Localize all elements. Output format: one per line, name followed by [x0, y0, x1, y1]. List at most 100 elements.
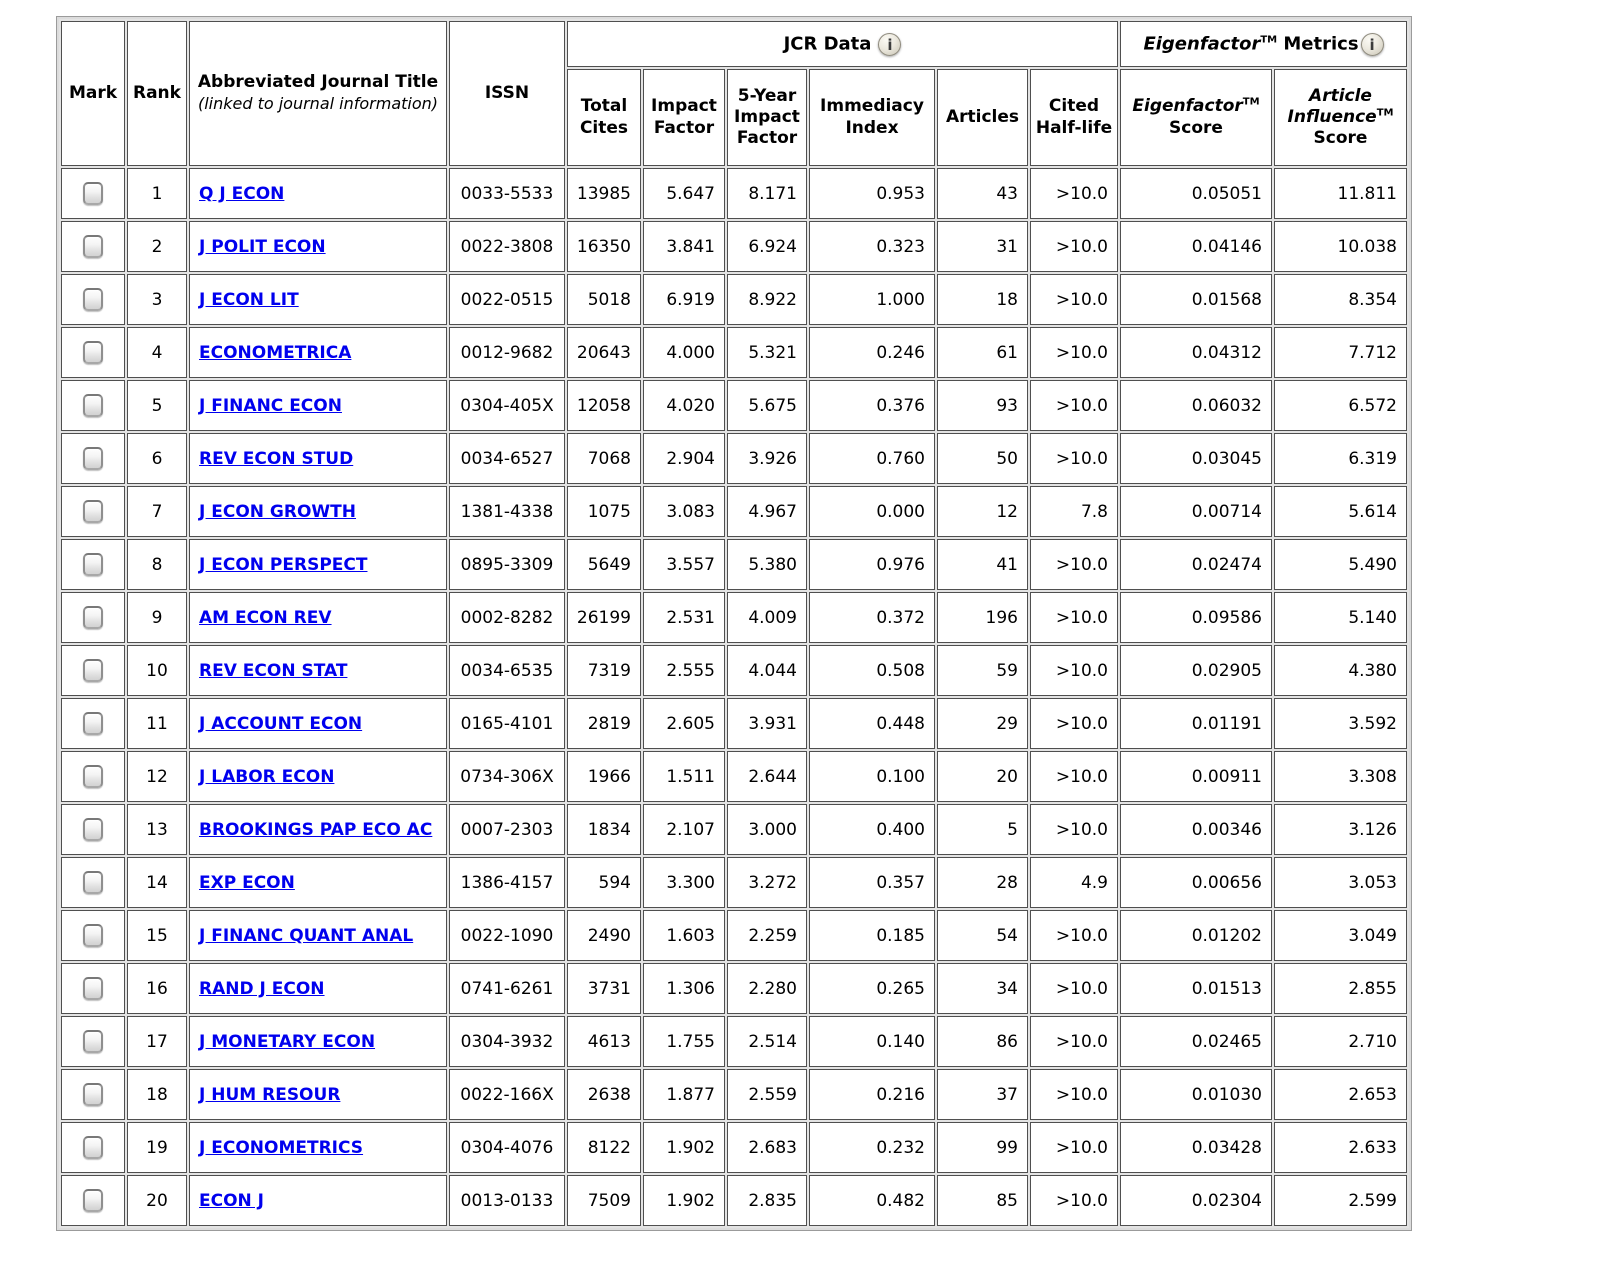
cited-half-life-cell: >10.0 [1030, 221, 1118, 272]
journal-link[interactable]: J LABOR ECON [199, 766, 335, 787]
mark-checkbox[interactable] [83, 765, 103, 788]
eigenfactor-score-cell: 0.05051 [1120, 168, 1272, 219]
article-influence-score-cell: 3.592 [1274, 698, 1407, 749]
column-header-mark: Mark [61, 21, 125, 166]
eigenfactor-score-cell: 0.02304 [1120, 1175, 1272, 1226]
eigenfactor-score-label: Score [1169, 117, 1223, 138]
column-header-articles: Articles [937, 69, 1028, 166]
impact-factor-cell: 6.919 [643, 274, 725, 325]
info-icon[interactable]: i [1360, 32, 1384, 56]
table-row: 5 J FINANC ECON 0304-405X 12058 4.020 5.… [61, 380, 1407, 431]
journal-link[interactable]: J FINANC ECON [199, 395, 342, 416]
mark-checkbox[interactable] [83, 1189, 103, 1212]
journal-title-cell: REV ECON STAT [189, 645, 447, 696]
mark-checkbox[interactable] [83, 288, 103, 311]
rank-cell: 17 [127, 1016, 187, 1067]
journal-link[interactable]: ECON J [199, 1190, 265, 1211]
total-cites-cell: 1834 [567, 804, 641, 855]
journal-title-cell: J HUM RESOUR [189, 1069, 447, 1120]
articles-cell: 54 [937, 910, 1028, 961]
journal-title-cell: J ACCOUNT ECON [189, 698, 447, 749]
journal-link[interactable]: RAND J ECON [199, 978, 325, 999]
column-header-journal-title: Abbreviated Journal Title (linked to jou… [189, 21, 447, 166]
five-year-impact-factor-cell: 2.835 [727, 1175, 807, 1226]
mark-checkbox[interactable] [83, 712, 103, 735]
mark-checkbox[interactable] [83, 553, 103, 576]
rank-cell: 19 [127, 1122, 187, 1173]
impact-factor-cell: 1.603 [643, 910, 725, 961]
rank-cell: 7 [127, 486, 187, 537]
immediacy-index-cell: 0.232 [809, 1122, 935, 1173]
mark-checkbox[interactable] [83, 818, 103, 841]
journal-link[interactable]: REV ECON STAT [199, 660, 348, 681]
table-row: 2 J POLIT ECON 0022-3808 16350 3.841 6.9… [61, 221, 1407, 272]
column-header-impact-factor: Impact Factor [643, 69, 725, 166]
journal-link[interactable]: J ECON PERSPECT [199, 554, 368, 575]
articles-cell: 50 [937, 433, 1028, 484]
mark-checkbox[interactable] [83, 1030, 103, 1053]
mark-checkbox[interactable] [83, 1083, 103, 1106]
cited-half-life-cell: >10.0 [1030, 804, 1118, 855]
mark-checkbox[interactable] [83, 977, 103, 1000]
journal-title-cell: J ECON PERSPECT [189, 539, 447, 590]
table-row: 4 ECONOMETRICA 0012-9682 20643 4.000 5.3… [61, 327, 1407, 378]
column-header-eigenfactor-score: EigenfactorTM Score [1120, 69, 1272, 166]
mark-checkbox[interactable] [83, 871, 103, 894]
journal-title-cell: BROOKINGS PAP ECO AC [189, 804, 447, 855]
mark-checkbox[interactable] [83, 606, 103, 629]
table-row: 19 J ECONOMETRICS 0304-4076 8122 1.902 2… [61, 1122, 1407, 1173]
five-year-impact-factor-cell: 4.044 [727, 645, 807, 696]
journal-link[interactable]: J ECON GROWTH [199, 501, 357, 522]
rank-cell: 20 [127, 1175, 187, 1226]
eigenfactor-score-cell: 0.02905 [1120, 645, 1272, 696]
journal-link[interactable]: J ECON LIT [199, 289, 299, 310]
eigenfactor-score-cell: 0.04146 [1120, 221, 1272, 272]
journal-link[interactable]: EXP ECON [199, 872, 295, 893]
journal-link[interactable]: Q J ECON [199, 183, 285, 204]
journal-link[interactable]: J MONETARY ECON [199, 1031, 376, 1052]
mark-checkbox[interactable] [83, 500, 103, 523]
journal-title-cell: J FINANC ECON [189, 380, 447, 431]
mark-checkbox[interactable] [83, 235, 103, 258]
mark-checkbox[interactable] [83, 659, 103, 682]
rank-cell: 15 [127, 910, 187, 961]
rank-cell: 6 [127, 433, 187, 484]
journal-link[interactable]: BROOKINGS PAP ECO AC [199, 819, 433, 840]
journal-link[interactable]: J ACCOUNT ECON [199, 713, 363, 734]
eigenfactor-score-cell: 0.01202 [1120, 910, 1272, 961]
info-icon[interactable]: i [878, 32, 902, 56]
impact-factor-cell: 2.107 [643, 804, 725, 855]
mark-checkbox[interactable] [83, 394, 103, 417]
journal-link[interactable]: REV ECON STUD [199, 448, 354, 469]
mark-cell [61, 327, 125, 378]
mark-checkbox[interactable] [83, 447, 103, 470]
mark-cell [61, 698, 125, 749]
immediacy-index-cell: 0.508 [809, 645, 935, 696]
total-cites-cell: 7509 [567, 1175, 641, 1226]
total-cites-cell: 7068 [567, 433, 641, 484]
five-year-impact-factor-cell: 8.171 [727, 168, 807, 219]
mark-checkbox[interactable] [83, 341, 103, 364]
mark-checkbox[interactable] [83, 182, 103, 205]
immediacy-index-cell: 0.376 [809, 380, 935, 431]
total-cites-cell: 5018 [567, 274, 641, 325]
mark-checkbox[interactable] [83, 924, 103, 947]
journal-link[interactable]: J HUM RESOUR [199, 1084, 341, 1105]
cited-half-life-cell: >10.0 [1030, 433, 1118, 484]
table-row: 11 J ACCOUNT ECON 0165-4101 2819 2.605 3… [61, 698, 1407, 749]
issn-cell: 0022-166X [449, 1069, 565, 1120]
journal-link[interactable]: ECONOMETRICA [199, 342, 352, 363]
impact-factor-cell: 3.841 [643, 221, 725, 272]
rank-cell: 3 [127, 274, 187, 325]
issn-cell: 0304-4076 [449, 1122, 565, 1173]
article-influence-score-cell: 8.354 [1274, 274, 1407, 325]
journal-link[interactable]: J ECONOMETRICS [199, 1137, 364, 1158]
mark-checkbox[interactable] [83, 1136, 103, 1159]
journal-link[interactable]: J POLIT ECON [199, 236, 326, 257]
five-year-impact-factor-cell: 3.926 [727, 433, 807, 484]
journal-link[interactable]: J FINANC QUANT ANAL [199, 925, 414, 946]
journal-link[interactable]: AM ECON REV [199, 607, 332, 628]
immediacy-index-cell: 0.000 [809, 486, 935, 537]
eigenfactor-brand-label: Eigenfactor [1143, 33, 1261, 54]
cited-half-life-cell: >10.0 [1030, 380, 1118, 431]
